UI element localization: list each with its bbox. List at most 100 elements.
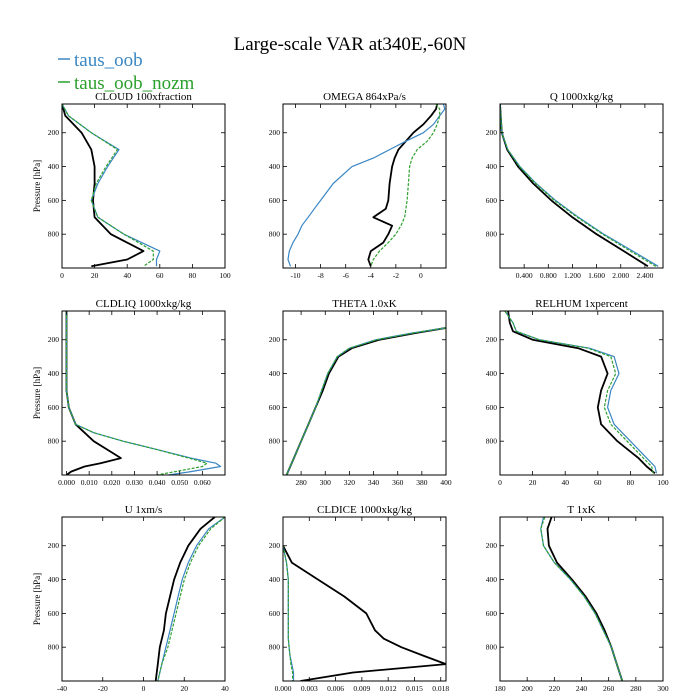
panel-5-line-taus-oob bbox=[286, 327, 446, 475]
panel-4-line-taus-oob bbox=[65, 311, 222, 475]
panel-6-ytick-label: 800 bbox=[486, 437, 498, 446]
panel-7-ylabel: Pressure [hPa] bbox=[32, 573, 42, 625]
panel-9-ytick-label: 800 bbox=[486, 643, 498, 652]
panel-3-xtick-label: 0.400 bbox=[516, 271, 533, 280]
panel-4-ytick-label: 200 bbox=[48, 335, 60, 344]
panel-4-xtick-label: 0.060 bbox=[194, 478, 211, 487]
panel-9-xtick-label: 240 bbox=[576, 684, 588, 693]
panel-6-xtick-label: 20 bbox=[529, 478, 537, 487]
panel-8-xtick-label: 0.006 bbox=[327, 684, 344, 693]
panel-1: CLOUD 100xfraction 0 20 40 60 80 100 200 400 600 8… bbox=[32, 91, 231, 280]
panel-3-line-reference bbox=[500, 104, 649, 268]
panel-8-xtick-label: 0.009 bbox=[353, 684, 370, 693]
panel-6-line-reference bbox=[507, 311, 656, 474]
panel-4-line-taus-oob-nozm bbox=[65, 311, 208, 475]
panel-6-ytick-label: 600 bbox=[486, 403, 498, 412]
panel-3-line-taus-oob bbox=[500, 104, 659, 267]
panel-9-ytick-label: 600 bbox=[486, 609, 498, 618]
panel-9-frame bbox=[499, 516, 664, 682]
panel-1-ytick-label: 800 bbox=[48, 230, 60, 239]
panel-1-xtick-label: 80 bbox=[189, 271, 197, 280]
panel-9-line-taus-oob-nozm bbox=[540, 517, 623, 681]
panel-1-xtick-label: 60 bbox=[156, 271, 164, 280]
panel-9-title: T 1xK bbox=[567, 504, 595, 516]
panel-2-frame bbox=[282, 103, 447, 269]
panel-5-xtick-label: 340 bbox=[368, 478, 380, 487]
panel-7-xtick-label: -40 bbox=[57, 684, 67, 693]
panel-1-title: CLOUD 100xfraction bbox=[95, 91, 192, 103]
panel-7-xtick-label: 0 bbox=[142, 684, 146, 693]
panel-3-xtick-label: 2.400 bbox=[636, 271, 653, 280]
panel-2-xtick-label: 0 bbox=[419, 271, 423, 280]
panel-8-xtick-label: 0.015 bbox=[406, 684, 423, 693]
panel-7-line-taus-oob-nozm bbox=[157, 517, 225, 681]
panel-7-ytick-label: 200 bbox=[48, 541, 60, 550]
panel-4-xtick-label: 0.040 bbox=[149, 478, 166, 487]
panel-2-ytick-label: 800 bbox=[269, 230, 281, 239]
panel-8-line-taus-oob-nozm bbox=[283, 545, 294, 681]
panel-2-xtick-label: -8 bbox=[317, 271, 323, 280]
panel-7-ytick-label: 600 bbox=[48, 609, 60, 618]
panel-7-ytick-label: 400 bbox=[48, 575, 60, 584]
figure-title: Large-scale VAR at340E,-60N bbox=[234, 34, 467, 55]
panel-2-xtick-label: -4 bbox=[368, 271, 374, 280]
panel-3-ytick-label: 600 bbox=[486, 196, 498, 205]
panel-9: T 1xK 180 200 220 240 260 280 300 200 400 600 800 bbox=[486, 504, 669, 693]
panel-8-ytick-label: 600 bbox=[269, 609, 281, 618]
panel-6-ytick-label: 200 bbox=[486, 335, 498, 344]
panel-3-frame bbox=[499, 103, 664, 269]
panel-4-title: CLDLIQ 1000xkg/kg bbox=[96, 298, 192, 310]
panel-9-line-taus-oob bbox=[540, 517, 623, 681]
panel-5-title: THETA 1.0xK bbox=[332, 298, 397, 310]
panel-2-title: OMEGA 864xPa/s bbox=[323, 91, 406, 103]
panel-4-ytick-label: 800 bbox=[48, 437, 60, 446]
panel-5-line-taus-oob-nozm bbox=[286, 327, 446, 475]
panel-2-line-taus-oob-nozm bbox=[370, 104, 441, 267]
panel-1-xtick-label: 100 bbox=[219, 271, 231, 280]
panel-2: OMEGA 864xPa/s -10 -8 -6 -4 -2 0 200 400 600 800 bbox=[269, 91, 447, 280]
legend-label-taus-oob-nozm: taus_oob_nozm bbox=[74, 73, 195, 94]
panel-3-ytick-label: 400 bbox=[486, 162, 498, 171]
panel-2-ytick-label: 200 bbox=[269, 128, 281, 137]
panel-3-line-taus-oob-nozm bbox=[500, 104, 657, 267]
panel-4-xtick-label: 0.020 bbox=[103, 478, 120, 487]
panel-4: CLDLIQ 1000xkg/kg 0.000 0.010 0.020 0.030 0.0… bbox=[32, 298, 226, 487]
panel-4-xtick-label: 0.010 bbox=[81, 478, 98, 487]
panel-8-title: CLDICE 1000xkg/kg bbox=[317, 504, 413, 516]
panel-6-xtick-label: 80 bbox=[627, 478, 635, 487]
panel-2-xtick-label: -10 bbox=[291, 271, 301, 280]
panel-2-xtick-label: -6 bbox=[343, 271, 349, 280]
panel-5: THETA 1.0xK 280 300 320 340 360 380 400 200 400 60… bbox=[269, 298, 452, 487]
panel-5-ytick-label: 200 bbox=[269, 335, 281, 344]
panel-4-ylabel: Pressure [hPa] bbox=[32, 367, 42, 419]
panel-1-ytick-label: 400 bbox=[48, 162, 60, 171]
panel-1-line-reference bbox=[62, 104, 145, 268]
panel-8-ytick-label: 400 bbox=[269, 575, 281, 584]
panel-2-ytick-label: 600 bbox=[269, 196, 281, 205]
panel-3-xtick-label: 1.600 bbox=[588, 271, 605, 280]
panel-7-line-taus-oob bbox=[157, 517, 225, 681]
panel-3: Q 1000xkg/kg 0.400 0.800 1.200 1.600 2.000 2.4… bbox=[486, 91, 664, 280]
panel-5-xtick-label: 320 bbox=[344, 478, 356, 487]
panel-7-xtick-label: 20 bbox=[181, 684, 189, 693]
panel-4-xtick-label: 0.030 bbox=[126, 478, 143, 487]
panel-5-ytick-label: 800 bbox=[269, 437, 281, 446]
panel-7-line-reference bbox=[154, 517, 216, 681]
panel-3-xtick-label: 1.200 bbox=[564, 271, 581, 280]
panel-9-xtick-label: 300 bbox=[657, 684, 669, 693]
panel-1-ytick-label: 600 bbox=[48, 196, 60, 205]
panel-1-frame bbox=[61, 103, 226, 269]
panel-1-line-taus-oob-nozm bbox=[62, 104, 154, 267]
panel-5-ytick-label: 600 bbox=[269, 403, 281, 412]
panel-5-line-reference bbox=[285, 327, 446, 475]
panel-6-title: RELHUM 1xpercent bbox=[535, 298, 628, 310]
panel-3-ytick-label: 200 bbox=[486, 128, 498, 137]
panel-8: CLDICE 1000xkg/kg 0.000 0.003 0.006 0.009 0.0… bbox=[269, 504, 450, 693]
panel-2-line-taus-oob bbox=[287, 104, 446, 267]
panel-7-title: U 1xm/s bbox=[125, 504, 163, 516]
panel-9-xtick-label: 220 bbox=[549, 684, 561, 693]
panel-8-xtick-label: 0.012 bbox=[380, 684, 397, 693]
panel-8-ytick-label: 200 bbox=[269, 541, 281, 550]
panel-5-xtick-label: 400 bbox=[440, 478, 452, 487]
panel-5-xtick-label: 300 bbox=[320, 478, 332, 487]
